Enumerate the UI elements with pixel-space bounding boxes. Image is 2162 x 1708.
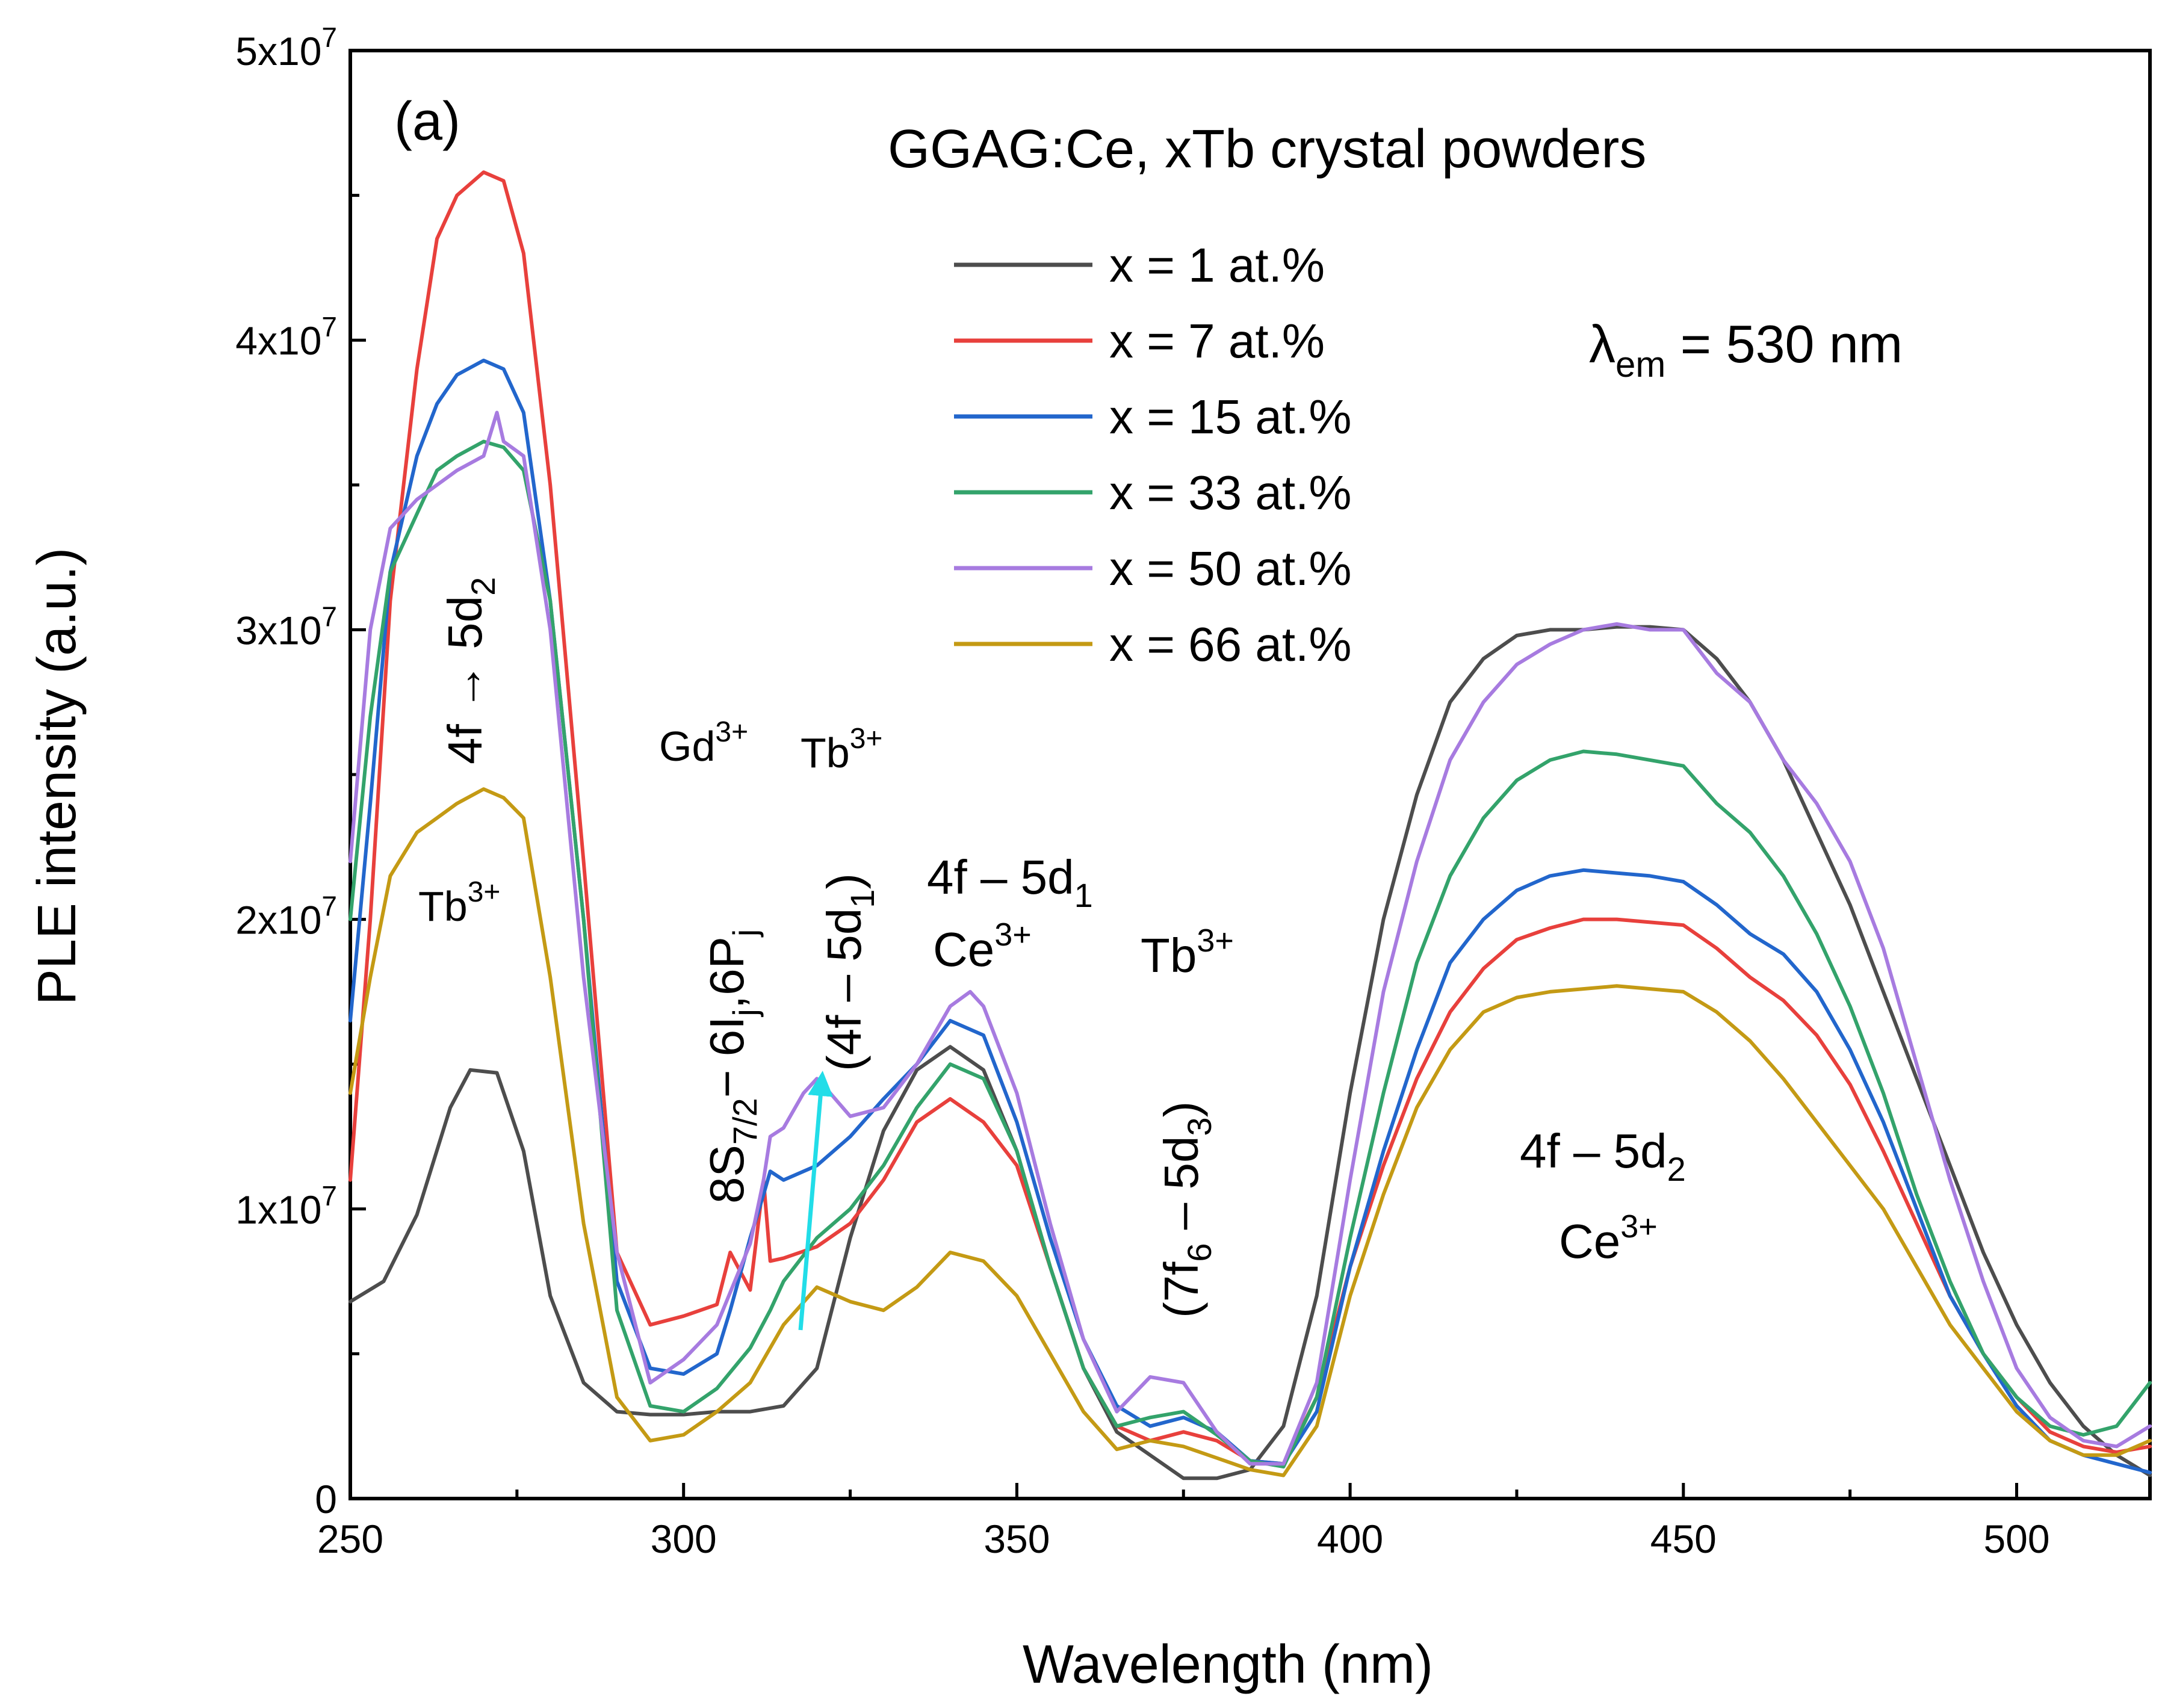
annotation-tb-trans-b: )	[817, 873, 871, 890]
y-tick-label-base: 1x10	[235, 1187, 321, 1232]
annotation-ce2-sup: 3+	[1620, 1208, 1658, 1245]
annotation-gd-ion-base: Gd	[659, 723, 715, 770]
annotation-tb-right-base: Tb	[1141, 929, 1197, 982]
annotation-ce-band1-sub: 1	[1074, 876, 1093, 914]
annotation-tbr-a: (7f	[1154, 1261, 1208, 1318]
series-line-5	[348, 410, 2152, 1466]
annotation-tb-right-transition: (7f6 – 5d3)	[1154, 1101, 1218, 1318]
x-tick-label: 450	[1650, 1517, 1717, 1561]
annotation-tb-right-sup: 3+	[1197, 923, 1234, 959]
series-line-4	[348, 439, 2152, 1469]
y-axis-title: PLE intensity (a.u.)	[27, 548, 87, 1005]
y-tick-label: 1x107	[235, 1180, 337, 1232]
x-axis-ticks	[348, 1483, 2019, 1499]
x-axis-tick-labels: 250 300 350 400 450 500	[317, 1517, 2050, 1561]
x-tick-label: 250	[317, 1517, 383, 1561]
annotation-ce-band2-main: 4f – 5d	[1520, 1124, 1667, 1178]
x-tick-label: 350	[983, 1517, 1050, 1561]
annotation-gd-trans-bsub: j	[726, 1009, 764, 1017]
annotation-tb-mid-sup: 3+	[850, 723, 883, 755]
annotation-ce2: Ce3+	[1559, 1208, 1658, 1268]
annotation-gd-trans-csub: j	[726, 929, 764, 938]
emission-note: λem = 530 nm	[1589, 314, 1903, 385]
annotation-tbr-asub: 6	[1180, 1243, 1218, 1261]
annotation-ce1-sup: 3+	[994, 917, 1032, 953]
annotation-gd-trans-b: − 6I	[700, 1016, 754, 1098]
y-tick-label-base: 0	[315, 1477, 337, 1521]
lambda-symbol: λ	[1589, 314, 1615, 374]
legend-label: x = 1 at.%	[1109, 238, 1325, 292]
annotation-ce-band2: 4f – 5d2	[1520, 1124, 1686, 1188]
annotation-tb-mid-base: Tb	[801, 729, 850, 776]
annotation-tb-left: Tb3+	[418, 876, 500, 930]
annotation-gd-ion: Gd3+	[659, 716, 748, 770]
series-line-6	[348, 787, 2152, 1477]
annotation-ce1-base: Ce	[933, 923, 994, 976]
series-layer	[348, 170, 2152, 1481]
series-line-1	[348, 625, 2152, 1481]
legend-label: x = 50 at.%	[1109, 542, 1351, 595]
y-tick-label-exponent: 7	[321, 1180, 337, 1211]
legend: x = 1 at.% x = 7 at.% x = 15 at.% x = 33 at…	[954, 238, 1351, 671]
annotation-ce1: Ce3+	[933, 917, 1032, 976]
y-tick-label-base: 4x10	[235, 318, 321, 363]
annotation-tbr-c: )	[1154, 1101, 1208, 1118]
annotation-tb-trans-a: (4f – 5d	[817, 908, 871, 1071]
annotation-gd-trans-c: ,6P	[700, 936, 754, 1009]
annotation-tb-trans-asub: 1	[843, 890, 881, 908]
legend-label: x = 66 at.%	[1109, 617, 1351, 671]
annotation-ce-band1: 4f – 5d1	[927, 850, 1093, 914]
chart-title: GGAG:Ce, xTb crystal powders	[888, 119, 1646, 179]
annotation-tb-uv-sub: 2	[464, 577, 502, 596]
annotation-gd-ion-sup: 3+	[715, 716, 748, 748]
y-tick-label-base: 2x10	[235, 898, 321, 942]
x-tick-label: 300	[651, 1517, 717, 1561]
y-tick-label-exponent: 7	[321, 601, 337, 632]
x-tick-label: 400	[1317, 1517, 1383, 1561]
annotation-ce-band2-sub: 2	[1667, 1150, 1686, 1188]
lambda-subscript: em	[1615, 344, 1665, 385]
annotation-tb-mid: Tb3+	[801, 723, 882, 776]
panel-label: (a)	[394, 91, 460, 152]
series-line-3	[348, 358, 2152, 1474]
legend-label: x = 7 at.%	[1109, 314, 1325, 368]
annotation-tbr-b: – 5d	[1154, 1136, 1208, 1243]
annotation-arrow	[798, 1071, 834, 1331]
legend-label: x = 15 at.%	[1109, 390, 1351, 444]
y-tick-label-base: 3x10	[235, 608, 321, 652]
y-tick-label: 2x107	[235, 891, 337, 942]
annotation-tb-transition: (4f – 5d1)	[817, 873, 881, 1071]
y-tick-label-exponent: 7	[321, 891, 337, 922]
y-tick-label: 4x107	[235, 311, 337, 363]
y-tick-label-base: 5x10	[235, 29, 321, 73]
y-tick-label: 5x107	[235, 22, 337, 73]
y-tick-label-exponent: 7	[321, 311, 337, 342]
annotation-tb-right: Tb3+	[1141, 923, 1234, 982]
annotation-ce-band1-main: 4f – 5d	[927, 850, 1074, 904]
y-tick-label: 0	[315, 1477, 337, 1521]
annotation-tbr-bsub: 3	[1180, 1117, 1218, 1136]
annotation-gd-transition: 8S7/2− 6Ij,6Pj	[700, 929, 764, 1204]
legend-label: x = 33 at.%	[1109, 466, 1351, 519]
annotation-tb-uv-main: 4f → 5d	[438, 596, 492, 764]
annotation-ce2-base: Ce	[1559, 1214, 1620, 1268]
annotation-gd-trans-a: 8S	[700, 1145, 754, 1204]
y-tick-label-exponent: 7	[321, 22, 337, 53]
annotation-tb-uv-transition: 4f → 5d2	[438, 577, 502, 764]
emission-value: = 530 nm	[1665, 314, 1903, 374]
x-tick-label: 500	[1983, 1517, 2049, 1561]
annotation-gd-trans-asub: 7/2	[726, 1098, 764, 1145]
annotation-tb-left-sup: 3+	[468, 876, 501, 908]
annotation-tb-left-base: Tb	[418, 883, 468, 930]
y-tick-label: 3x107	[235, 601, 337, 652]
x-axis-title: Wavelength (nm)	[1023, 1635, 1433, 1695]
